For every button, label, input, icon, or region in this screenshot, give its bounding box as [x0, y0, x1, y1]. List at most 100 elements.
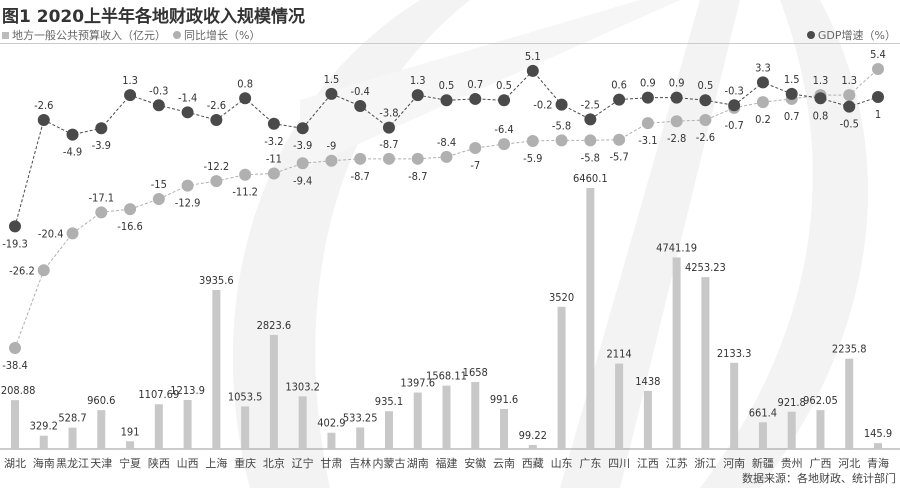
bar-重庆: [241, 406, 250, 449]
header-divider: [0, 43, 900, 44]
category-label: 辽宁: [292, 456, 314, 470]
bar-河北: [845, 358, 854, 449]
growth-label: -9.4: [293, 174, 312, 187]
growth-label: -0.7: [725, 119, 744, 132]
category-label: 河南: [723, 457, 745, 470]
gdp-point: [124, 89, 137, 102]
growth-point: [498, 138, 511, 151]
gdp-point: [756, 76, 769, 89]
growth-point: [872, 63, 884, 76]
gdp-point: [814, 92, 827, 105]
category-label: 广东: [579, 457, 601, 470]
category-label: 北京: [263, 456, 285, 470]
bar-label: 1303.2: [285, 380, 320, 393]
growth-point: [239, 168, 252, 181]
growth-point: [267, 167, 280, 180]
gdp-point: [872, 91, 884, 104]
bar-安徽: [471, 382, 480, 449]
growth-point: [670, 115, 683, 128]
gdp-label: 0.8: [813, 109, 829, 122]
bar-广东: [586, 188, 595, 449]
bar-label: 4253.23: [685, 261, 726, 274]
growth-label: -8.7: [351, 170, 370, 183]
bar-贵州: [787, 411, 796, 449]
growth-point: [526, 134, 539, 147]
growth-point: [613, 133, 626, 146]
growth-label: -3.1: [638, 134, 657, 147]
bar-label: 533.25: [343, 411, 378, 424]
growth-label: -16.6: [117, 220, 143, 233]
growth-point: [382, 152, 395, 165]
growth-label: -11: [266, 152, 282, 165]
gdp-point: [498, 94, 511, 107]
gdp-label: 0.5: [698, 79, 714, 92]
growth-point: [584, 134, 597, 147]
bar-label: 921.8: [778, 396, 806, 409]
growth-point: [325, 154, 338, 167]
gdp-label: 0.5: [439, 79, 455, 92]
category-label: 福建: [436, 456, 458, 470]
gdp-label: -0.3: [725, 84, 744, 97]
growth-label: -8.7: [408, 170, 427, 183]
growth-point: [9, 342, 21, 355]
bar-北京: [269, 334, 278, 449]
bar-湖南: [413, 392, 422, 449]
bar-广西: [816, 410, 825, 449]
gdp-point: [641, 91, 654, 104]
legend-gdp-swatch: [806, 31, 815, 39]
growth-point: [641, 117, 654, 130]
growth-label: 0.2: [755, 113, 771, 126]
gdp-label: 0.9: [640, 77, 656, 90]
bar-label: 2114: [607, 348, 632, 361]
category-label: 贵州: [781, 457, 803, 470]
growth-label: -17.1: [88, 191, 114, 204]
bar-label: 1053.5: [228, 390, 263, 403]
growth-point: [440, 150, 453, 163]
gdp-point: [469, 92, 482, 105]
bar-label: 935.1: [375, 395, 403, 408]
bar-label: 962.05: [803, 394, 838, 407]
gdp-label: -2.5: [581, 98, 600, 111]
gdp-point: [152, 99, 165, 112]
growth-label: -12.9: [175, 197, 201, 210]
bar-江西: [643, 390, 652, 449]
growth-point: [37, 264, 50, 277]
gdp-point: [210, 113, 223, 126]
bar-label: 2133.3: [717, 347, 752, 360]
bar-福建: [442, 385, 451, 449]
growth-label: -9: [326, 140, 336, 153]
gdp-label: 0.6: [611, 79, 627, 92]
growth-point: [756, 96, 769, 109]
bar-label: 191: [121, 425, 140, 438]
gdp-point: [728, 99, 741, 112]
bar-label: 1107.69: [138, 388, 179, 401]
category-label: 海南: [33, 456, 55, 470]
bar-河南: [730, 362, 739, 449]
growth-point: [210, 175, 223, 188]
growth-point: [296, 157, 309, 170]
growth-label: -2.8: [667, 132, 686, 145]
gdp-label: -19.3: [2, 237, 28, 250]
growth-label: 0.7: [784, 110, 800, 123]
category-label: 山西: [177, 457, 199, 470]
category-label: 湖北: [4, 457, 26, 470]
gdp-point: [66, 128, 79, 141]
bar-上海: [212, 289, 221, 449]
bar-黑龙江: [68, 427, 77, 449]
bar-label: 1438: [635, 375, 660, 388]
bar-label: 1213.9: [170, 384, 205, 397]
bar-label: 2823.6: [257, 319, 292, 332]
legend-right: GDP增速（%）: [806, 27, 896, 43]
growth-line: [14, 68, 879, 349]
gdp-label: 0.8: [237, 77, 253, 90]
growth-label: -12.2: [204, 160, 230, 173]
gdp-label: 0.7: [467, 78, 483, 91]
growth-label: -5.7: [609, 151, 628, 164]
growth-point: [124, 203, 137, 216]
bar-label: 6460.1: [573, 172, 608, 185]
growth-label: -8.4: [437, 136, 456, 149]
growth-point: [152, 192, 165, 205]
category-label: 甘肃: [320, 457, 342, 470]
bar-label: 528.7: [58, 412, 86, 425]
